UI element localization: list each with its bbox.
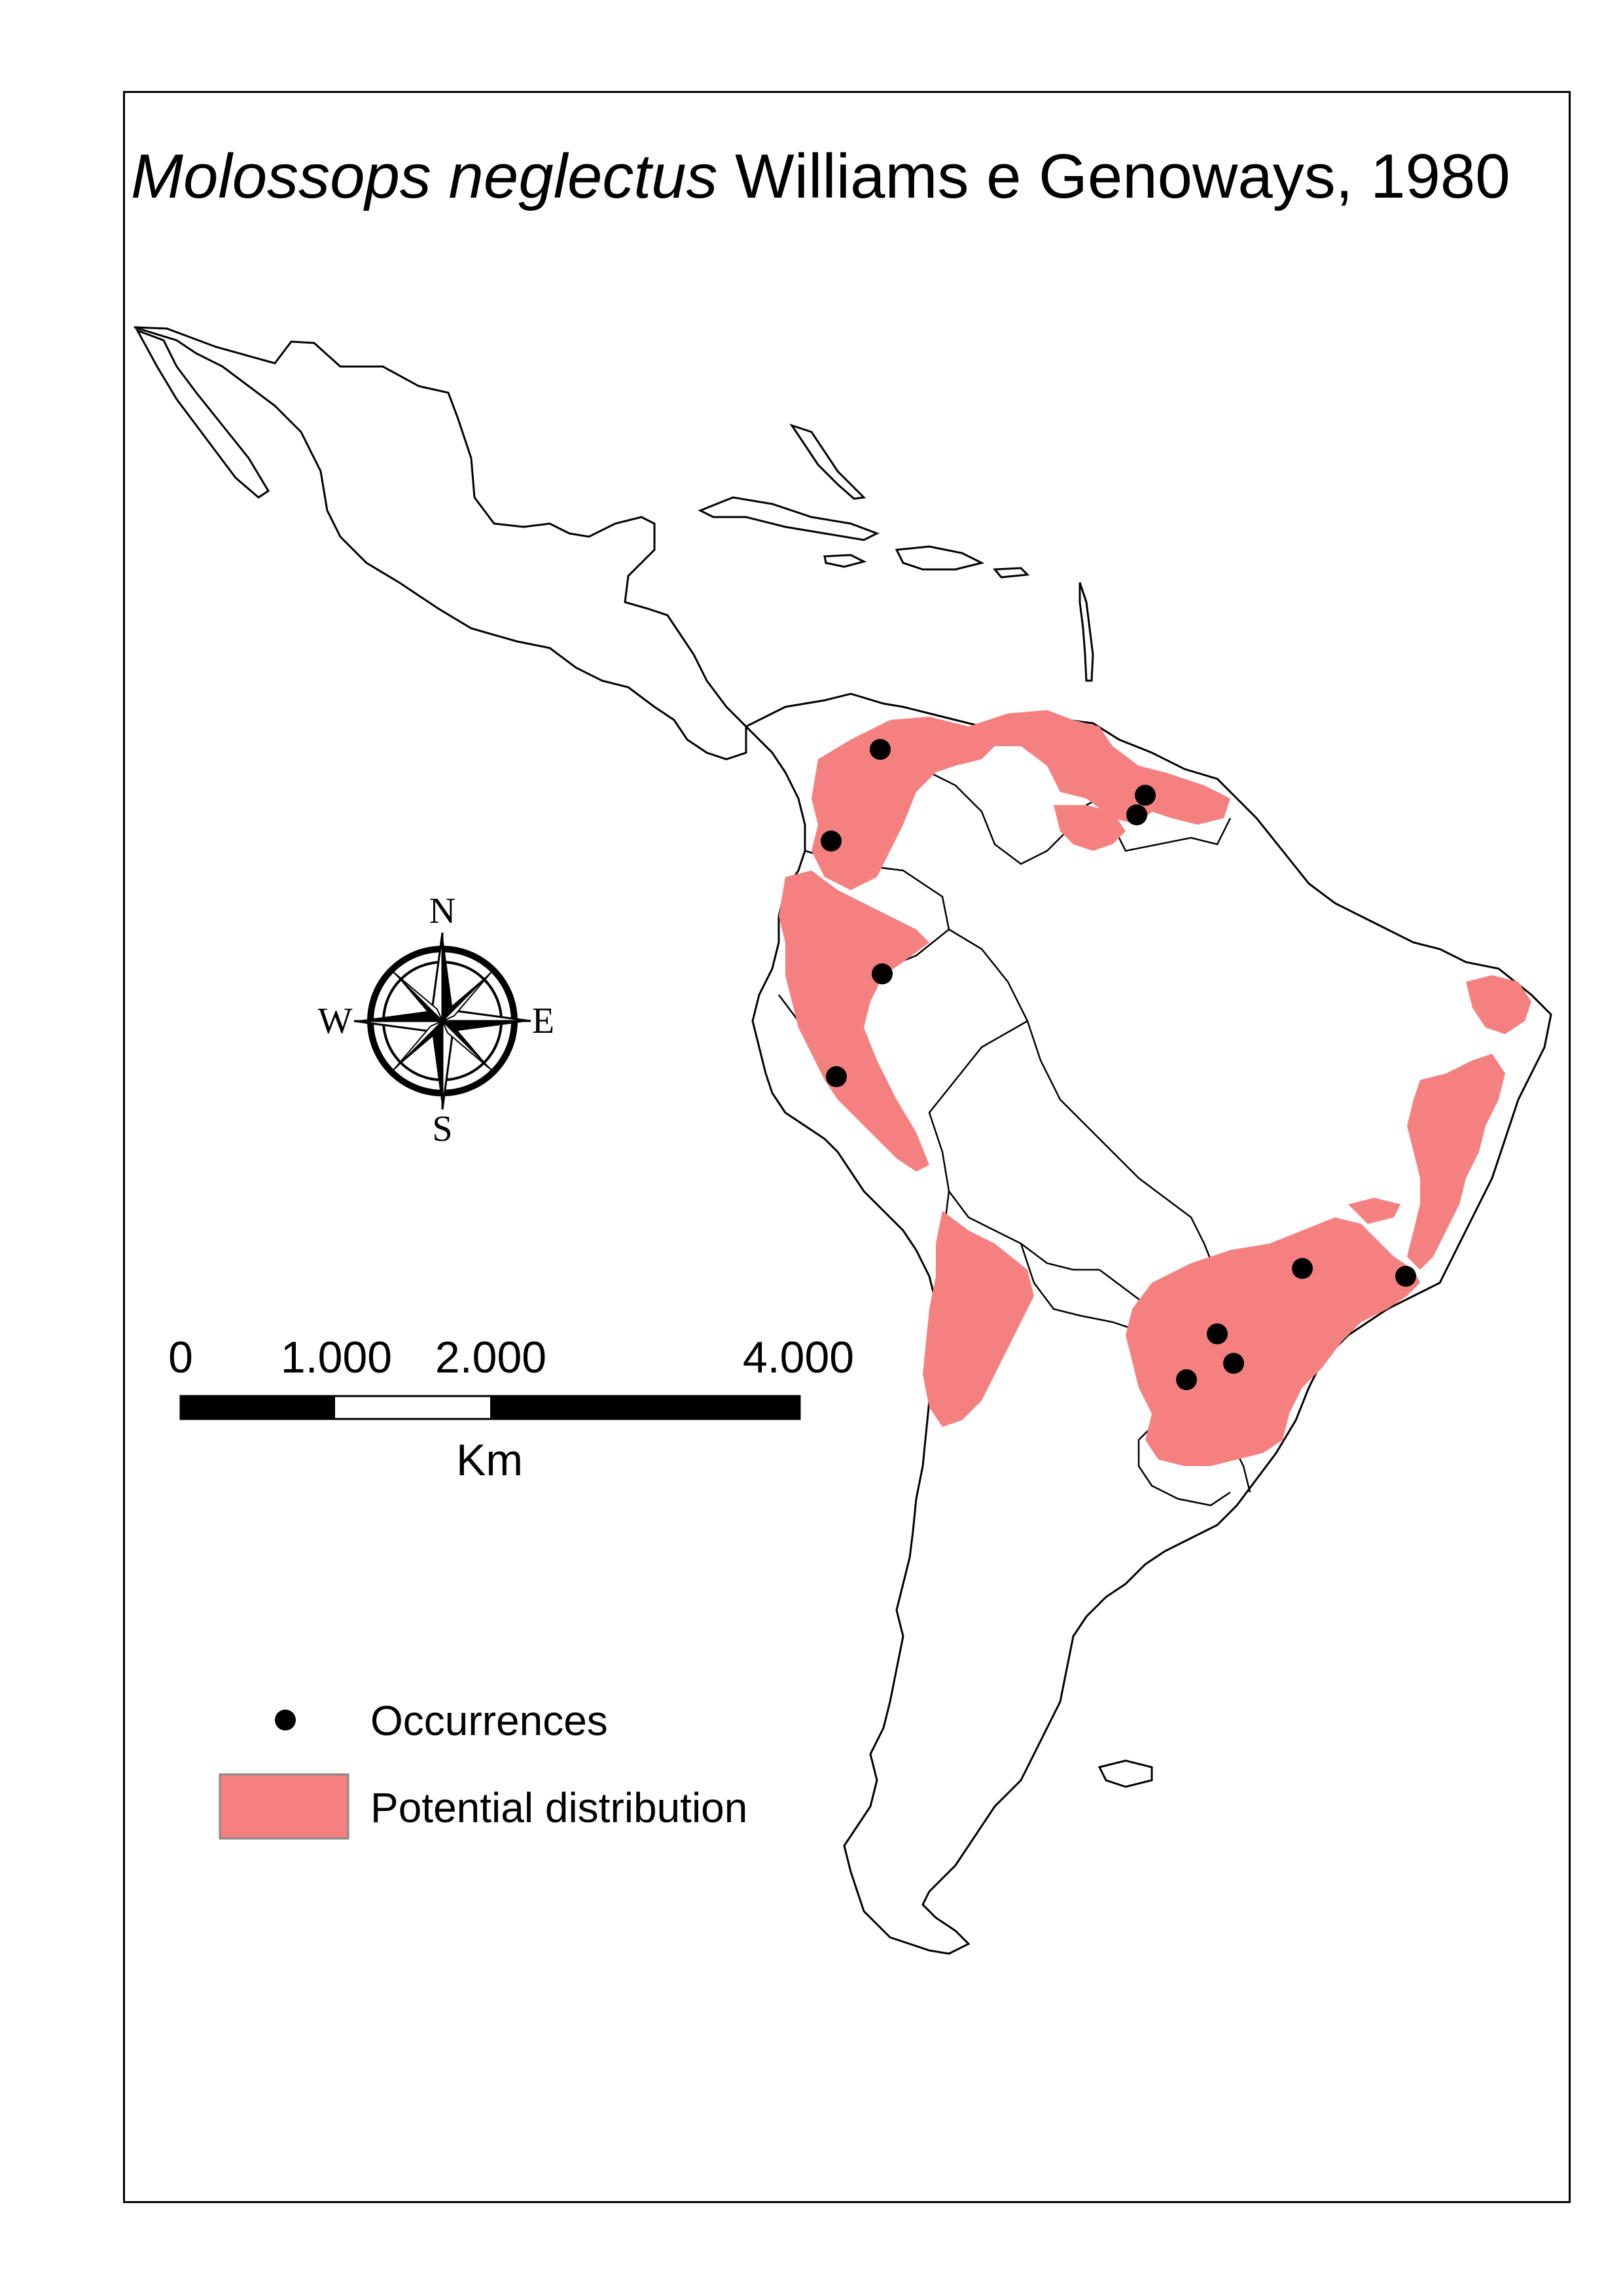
scale-label-4000: 4.000 <box>742 1333 855 1382</box>
legend-distribution-label: Potential distribution <box>370 1784 748 1831</box>
scale-label-0: 0 <box>168 1333 193 1382</box>
landmass-mexico-central-america <box>134 326 747 761</box>
landmass-cuba <box>698 496 880 541</box>
species-authority: Williams e Genoways, 1980 <box>735 141 1510 211</box>
distribution-area-central-brazil <box>1348 1198 1400 1224</box>
scale-unit-label: Km <box>456 1435 523 1485</box>
legend-distribution-swatch <box>219 1773 349 1840</box>
compass-north-label: N <box>429 891 456 931</box>
distribution-area-southern-brazil <box>1126 1217 1420 1466</box>
scale-label-2000: 2.000 <box>435 1333 547 1382</box>
occurrence-point <box>1126 804 1147 825</box>
landmass-puerto-rico <box>992 567 1030 579</box>
occurrence-point <box>1395 1266 1416 1287</box>
occurrence-point <box>870 739 891 760</box>
scale-label-1000: 1.000 <box>280 1333 393 1382</box>
occurrence-point <box>1292 1258 1313 1279</box>
distribution-area-peru-ecuador <box>779 870 929 1172</box>
landmass-bahamas <box>789 423 866 500</box>
map-frame <box>123 91 1571 2203</box>
distribution-area-northeast-brazil <box>1466 975 1531 1034</box>
landmass-lesser-antilles <box>1079 582 1094 682</box>
distribution-area-colombia-venezuela <box>812 710 1230 890</box>
compass-east-label: E <box>531 1001 555 1041</box>
occurrence-point <box>821 831 842 852</box>
occurrence-point <box>826 1066 847 1087</box>
legend-occurrences-label: Occurrences <box>370 1697 608 1744</box>
distribution-area-eastern-brazil <box>1407 1054 1505 1270</box>
occurrence-point <box>1176 1369 1197 1390</box>
landmass-falklands <box>1097 1759 1153 1788</box>
occurrence-point <box>1223 1353 1244 1374</box>
distribution-area-argentina-andes <box>923 1211 1034 1427</box>
compass-west-label: W <box>317 1001 353 1041</box>
landmass-baja-california <box>135 329 270 499</box>
landmass-jamaica <box>823 554 867 568</box>
occurrence-point <box>1135 785 1156 806</box>
potential-distribution <box>779 710 1531 1466</box>
occurrence-points <box>821 739 1416 1390</box>
compass-rose <box>353 932 531 1110</box>
species-name: Molossops neglectus <box>131 141 718 211</box>
landmass-hispaniola <box>895 545 985 571</box>
compass-south-label: S <box>432 1109 453 1149</box>
distribution-area-guianas <box>1054 805 1126 851</box>
legend-occurrence-symbol <box>275 1710 296 1731</box>
map-title: Molossops neglectus Williams e Genoways,… <box>131 141 1571 213</box>
occurrence-point <box>872 963 893 984</box>
scale-bar <box>179 1395 801 1420</box>
occurrence-point <box>1207 1323 1228 1344</box>
